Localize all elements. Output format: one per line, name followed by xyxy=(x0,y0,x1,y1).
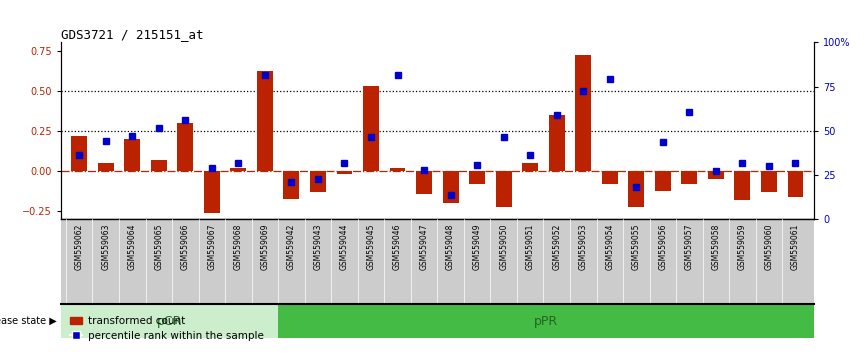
Text: GSM559060: GSM559060 xyxy=(765,224,773,270)
Bar xyxy=(204,171,220,213)
Text: GSM559047: GSM559047 xyxy=(419,224,429,270)
Bar xyxy=(98,163,113,171)
Bar xyxy=(708,171,724,179)
Bar xyxy=(629,171,644,207)
Text: pPR: pPR xyxy=(534,315,559,328)
Text: GSM559069: GSM559069 xyxy=(261,224,269,270)
Bar xyxy=(495,171,512,207)
Bar xyxy=(230,168,246,171)
Text: pCR: pCR xyxy=(157,315,182,328)
Text: GSM559058: GSM559058 xyxy=(711,224,721,270)
Bar xyxy=(655,171,671,190)
Bar xyxy=(522,163,538,171)
Bar xyxy=(283,171,300,199)
Text: GSM559054: GSM559054 xyxy=(605,224,614,270)
Legend: transformed count, percentile rank within the sample: transformed count, percentile rank withi… xyxy=(66,312,268,345)
Bar xyxy=(310,171,326,192)
Text: GSM559052: GSM559052 xyxy=(553,224,561,270)
Text: GDS3721 / 215151_at: GDS3721 / 215151_at xyxy=(61,28,204,41)
Bar xyxy=(278,304,814,338)
Text: GSM559048: GSM559048 xyxy=(446,224,456,270)
Text: GSM559068: GSM559068 xyxy=(234,224,242,270)
Bar xyxy=(390,168,405,171)
Bar xyxy=(734,171,750,200)
Bar xyxy=(61,304,278,338)
Text: GSM559053: GSM559053 xyxy=(578,224,588,270)
Bar xyxy=(151,160,167,171)
Bar xyxy=(682,171,697,184)
Text: GSM559043: GSM559043 xyxy=(313,224,322,270)
Bar xyxy=(257,72,273,171)
Bar xyxy=(443,171,459,204)
Text: GSM559049: GSM559049 xyxy=(473,224,481,270)
Bar xyxy=(363,86,379,171)
Bar xyxy=(575,55,591,171)
Text: disease state ▶: disease state ▶ xyxy=(0,316,56,326)
Text: GSM559045: GSM559045 xyxy=(366,224,376,270)
Bar xyxy=(178,123,193,171)
Text: GSM559044: GSM559044 xyxy=(340,224,349,270)
Bar xyxy=(549,115,565,171)
Text: GSM559050: GSM559050 xyxy=(499,224,508,270)
Text: GSM559042: GSM559042 xyxy=(287,224,296,270)
Text: GSM559062: GSM559062 xyxy=(74,224,84,270)
Text: GSM559056: GSM559056 xyxy=(658,224,668,270)
Text: GSM559067: GSM559067 xyxy=(207,224,216,270)
Bar xyxy=(416,171,432,194)
Text: GSM559057: GSM559057 xyxy=(685,224,694,270)
Text: GSM559061: GSM559061 xyxy=(791,224,800,270)
Bar xyxy=(125,139,140,171)
Text: GSM559063: GSM559063 xyxy=(101,224,110,270)
Text: GSM559046: GSM559046 xyxy=(393,224,402,270)
Bar xyxy=(71,136,87,171)
Text: GSM559059: GSM559059 xyxy=(738,224,746,270)
Text: GSM559051: GSM559051 xyxy=(526,224,534,270)
Bar xyxy=(337,171,352,175)
Bar xyxy=(602,171,617,184)
Text: GSM559065: GSM559065 xyxy=(154,224,164,270)
Bar xyxy=(761,171,777,192)
Bar xyxy=(469,171,485,184)
Text: GSM559055: GSM559055 xyxy=(632,224,641,270)
Bar xyxy=(787,171,804,197)
Text: GSM559066: GSM559066 xyxy=(181,224,190,270)
Text: GSM559064: GSM559064 xyxy=(128,224,137,270)
